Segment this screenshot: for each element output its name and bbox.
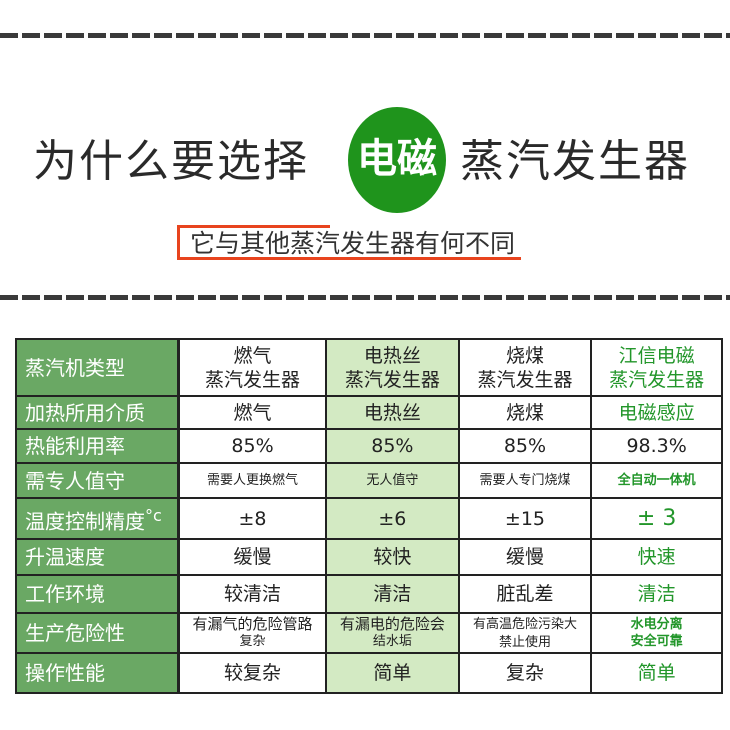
- cell-coal: ±15: [457, 497, 593, 540]
- row-label: 工作环境: [15, 574, 180, 614]
- highlight-circle: 电磁: [348, 107, 446, 213]
- row-label: 操作性能: [15, 652, 180, 694]
- row-label: 生产危险性: [15, 612, 180, 654]
- table-row: 需专人值守 需要人更换燃气 无人值守 需要人专门烧煤 全自动一体机: [15, 462, 723, 499]
- table-row: 蒸汽机类型 燃气 蒸汽发生器 电热丝 蒸汽发生器 烧煤 蒸汽发生器 江信电磁 蒸汽发生器: [15, 338, 723, 397]
- table-row: 操作性能 较复杂 简单 复杂 简单: [15, 652, 723, 694]
- cell-electromagnetic: ± 3: [590, 497, 723, 540]
- cell-wire: 无人值守: [325, 462, 460, 499]
- cell-coal: 脏乱差: [457, 574, 593, 614]
- subtitle-frame-left: [177, 225, 180, 260]
- top-dashed-divider: [0, 33, 730, 38]
- cell-gas: 较复杂: [177, 652, 328, 694]
- cell-wire: 简单: [325, 652, 460, 694]
- cell-wire: 电热丝: [325, 395, 460, 430]
- table-row: 热能利用率 85% 85% 85% 98.3%: [15, 428, 723, 464]
- row-label: 温度控制精度°c: [15, 497, 180, 540]
- row-label: 需专人值守: [15, 462, 180, 499]
- title-highlight: 电磁: [357, 136, 437, 182]
- cell-coal: 85%: [457, 428, 593, 464]
- table-row: 加热所用介质 燃气 电热丝 烧煤 电磁感应: [15, 395, 723, 430]
- celsius-unit: °c: [145, 505, 162, 525]
- comparison-table: 蒸汽机类型 燃气 蒸汽发生器 电热丝 蒸汽发生器 烧煤 蒸汽发生器 江信电磁 蒸汽发生器…: [15, 338, 723, 694]
- cell-gas: 较清洁: [177, 574, 328, 614]
- cell-coal: 需要人专门烧煤: [457, 462, 593, 499]
- row-label: 加热所用介质: [15, 395, 180, 430]
- cell-wire: 85%: [325, 428, 460, 464]
- cell-coal: 烧煤: [457, 395, 593, 430]
- table-row: 温度控制精度°c ±8 ±6 ±15 ± 3: [15, 497, 723, 540]
- cell-gas: 有漏气的危险管路 复杂: [177, 612, 328, 654]
- title-right: 蒸汽发生器: [460, 136, 690, 187]
- subtitle: 它与其他蒸汽发生器有何不同: [190, 229, 516, 258]
- cell-wire: 电热丝 蒸汽发生器: [325, 338, 460, 397]
- cell-wire: 较快: [325, 538, 460, 576]
- table-row: 生产危险性 有漏气的危险管路 复杂 有漏电的危险会 结水垢 有高温危险污染大 禁止使用…: [15, 612, 723, 654]
- cell-electromagnetic: 全自动一体机: [590, 462, 723, 499]
- subtitle-frame-bottom: [177, 257, 521, 260]
- cell-coal: 有高温危险污染大 禁止使用: [457, 612, 593, 654]
- cell-gas: ±8: [177, 497, 328, 540]
- table-row: 升温速度 缓慢 较快 缓慢 快速: [15, 538, 723, 576]
- cell-electromagnetic: 江信电磁 蒸汽发生器: [590, 338, 723, 397]
- cell-coal: 复杂: [457, 652, 593, 694]
- cell-wire: ±6: [325, 497, 460, 540]
- cell-gas: 燃气 蒸汽发生器: [177, 338, 328, 397]
- cell-wire: 有漏电的危险会 结水垢: [325, 612, 460, 654]
- cell-electromagnetic: 快速: [590, 538, 723, 576]
- cell-coal: 烧煤 蒸汽发生器: [457, 338, 593, 397]
- cell-electromagnetic: 水电分离 安全可靠: [590, 612, 723, 654]
- table-row: 工作环境 较清洁 清洁 脏乱差 清洁: [15, 574, 723, 614]
- subtitle-frame-top: [177, 225, 330, 228]
- cell-wire: 清洁: [325, 574, 460, 614]
- cell-gas: 缓慢: [177, 538, 328, 576]
- title-left: 为什么要选择: [33, 136, 309, 187]
- row-label: 蒸汽机类型: [15, 338, 180, 397]
- row-label: 热能利用率: [15, 428, 180, 464]
- row-label: 升温速度: [15, 538, 180, 576]
- cell-electromagnetic: 清洁: [590, 574, 723, 614]
- cell-gas: 需要人更换燃气: [177, 462, 328, 499]
- cell-electromagnetic: 电磁感应: [590, 395, 723, 430]
- cell-coal: 缓慢: [457, 538, 593, 576]
- cell-electromagnetic: 简单: [590, 652, 723, 694]
- cell-electromagnetic: 98.3%: [590, 428, 723, 464]
- cell-gas: 燃气: [177, 395, 328, 430]
- bottom-dashed-divider: [0, 295, 730, 300]
- cell-gas: 85%: [177, 428, 328, 464]
